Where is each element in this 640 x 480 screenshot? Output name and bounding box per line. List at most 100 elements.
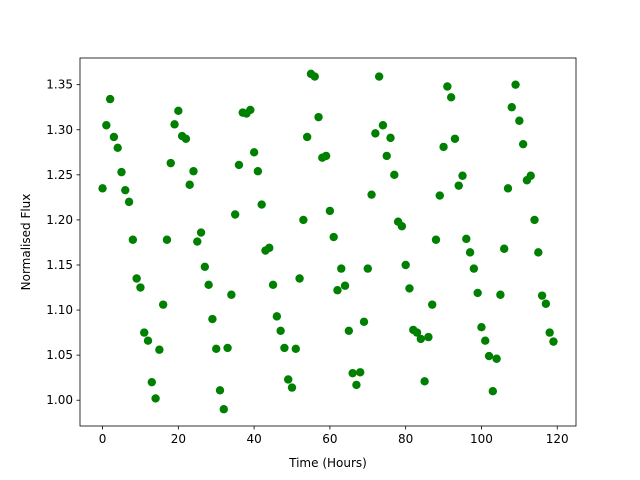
point [276, 326, 285, 335]
point [200, 262, 210, 271]
point [371, 129, 380, 138]
point [185, 180, 194, 189]
x-tick-label: 100 [470, 432, 493, 446]
point [136, 283, 145, 292]
point [246, 105, 255, 115]
point [416, 334, 426, 344]
point [265, 243, 274, 253]
point [526, 171, 535, 180]
point [374, 72, 384, 81]
point [140, 328, 149, 337]
point [132, 274, 141, 283]
point [227, 290, 236, 299]
point [170, 120, 179, 129]
point [117, 167, 126, 177]
point [401, 260, 410, 270]
point [465, 248, 475, 257]
point [253, 167, 263, 176]
point [428, 300, 437, 309]
point [435, 191, 444, 200]
point [333, 286, 342, 295]
point [189, 167, 198, 176]
point [534, 248, 543, 257]
y-tick-label: 1.15 [46, 258, 73, 272]
y-tick-label: 1.25 [46, 168, 73, 182]
point [337, 264, 346, 273]
point [378, 121, 388, 130]
point [268, 280, 278, 290]
y-tick-label: 1.30 [46, 123, 73, 137]
point [162, 235, 172, 244]
point [325, 206, 335, 216]
x-axis-label: Time (Hours) [288, 456, 367, 470]
x-tick-label: 40 [246, 432, 261, 446]
point [329, 232, 338, 242]
point [484, 351, 494, 361]
point [272, 312, 282, 321]
point [287, 383, 297, 392]
point [397, 222, 407, 231]
point [518, 139, 528, 149]
point [109, 132, 119, 142]
point [458, 171, 467, 180]
point [310, 72, 319, 81]
point [473, 288, 482, 298]
x-tick-label: 60 [322, 432, 337, 446]
point [295, 274, 304, 283]
point [386, 133, 395, 143]
y-tick-label: 1.35 [46, 78, 73, 92]
point [166, 158, 175, 168]
point [204, 280, 213, 290]
point [507, 103, 516, 112]
point [549, 337, 558, 346]
point [291, 344, 300, 354]
point [454, 181, 463, 190]
point [537, 291, 547, 300]
point [234, 160, 244, 170]
point [215, 386, 225, 395]
point [424, 332, 433, 342]
point [98, 184, 107, 193]
point [477, 322, 486, 332]
point [208, 314, 217, 324]
point [230, 210, 240, 219]
point [492, 354, 501, 363]
point [113, 143, 122, 152]
point [147, 377, 157, 387]
point [412, 328, 422, 337]
point [390, 170, 399, 180]
y-tick-label: 1.20 [46, 213, 73, 227]
point [450, 134, 460, 143]
point [515, 116, 524, 125]
point [469, 264, 479, 273]
point [212, 344, 221, 354]
point [158, 300, 168, 309]
x-tick-label: 20 [171, 432, 186, 446]
y-tick-label: 1.05 [46, 348, 73, 362]
point [367, 190, 376, 199]
point [541, 299, 551, 308]
point [405, 284, 414, 293]
point [284, 375, 293, 384]
point [462, 234, 471, 244]
point [151, 394, 160, 403]
point [359, 317, 369, 326]
y-tick-label: 1.10 [46, 303, 73, 317]
point [174, 106, 183, 116]
y-axis-label: Normalised Flux [19, 194, 33, 291]
point [530, 215, 539, 225]
point [121, 185, 130, 195]
point [481, 336, 490, 345]
point [105, 94, 115, 104]
point [499, 244, 509, 253]
point [431, 235, 441, 244]
point [363, 264, 372, 273]
point [223, 343, 232, 353]
point [314, 112, 323, 122]
point [128, 235, 138, 244]
point [356, 368, 365, 377]
y-tick-label: 1.00 [46, 393, 73, 407]
point [511, 80, 520, 89]
x-tick-label: 120 [546, 432, 569, 446]
point [382, 151, 391, 161]
